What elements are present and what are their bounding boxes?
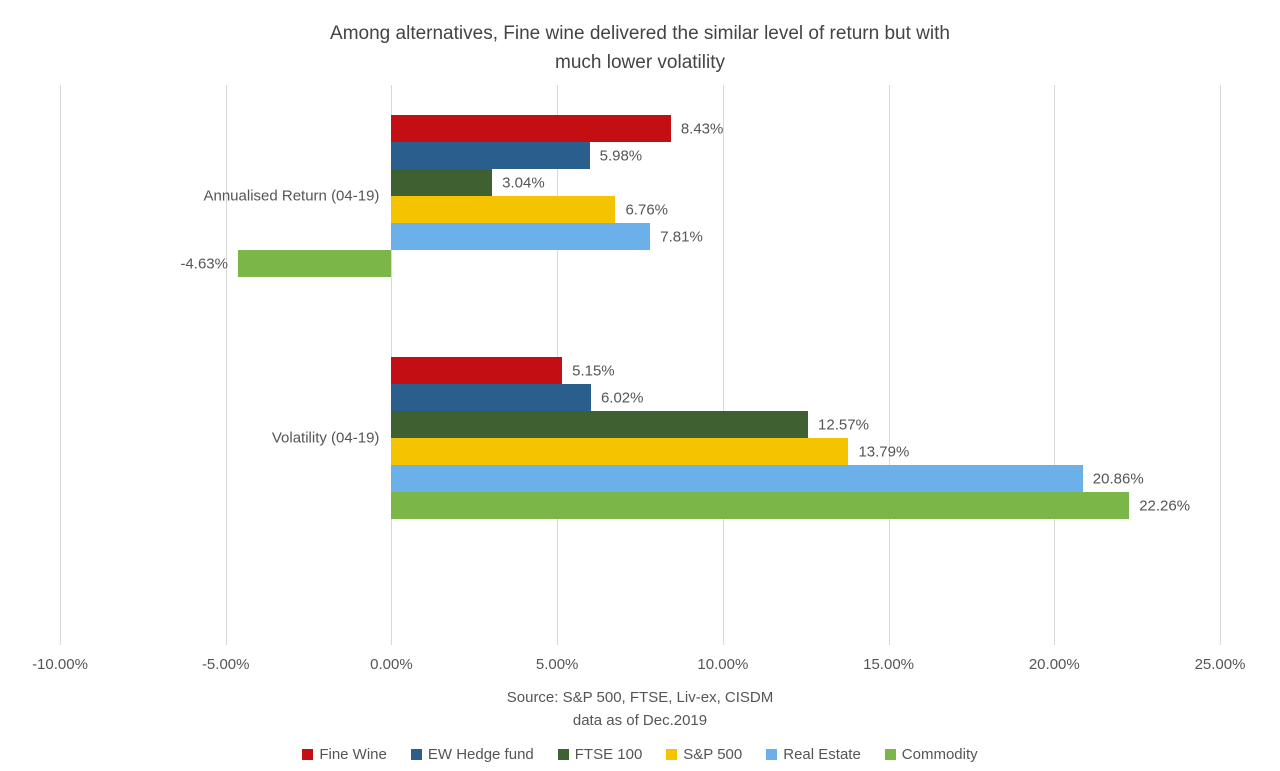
source-text: Source: S&P 500, FTSE, Liv-ex, CISDM dat… <box>40 687 1240 732</box>
bar-value-label: 12.57% <box>818 416 869 433</box>
legend-swatch <box>411 749 422 760</box>
bar-value-label: 22.26% <box>1139 497 1190 514</box>
gridline <box>226 85 227 645</box>
x-axis-tick-label: 10.00% <box>697 656 748 673</box>
legend-swatch <box>766 749 777 760</box>
legend-item: FTSE 100 <box>558 746 643 763</box>
legend: Fine Wine EW Hedge fund FTSE 100 S&P 500 Rea… <box>40 746 1240 764</box>
gridline <box>60 85 61 645</box>
source-line-1: Source: S&P 500, FTSE, Liv-ex, CISDM <box>507 689 773 706</box>
y-axis-category-label: Volatility (04-19) <box>272 430 392 447</box>
x-axis-tick-label: 25.00% <box>1195 656 1246 673</box>
bar-value-label: 5.98% <box>600 147 643 164</box>
legend-item: S&P 500 <box>666 746 742 763</box>
chart-container: Among alternatives, Fine wine delivered … <box>0 0 1280 771</box>
bar <box>391 142 589 169</box>
x-axis-tick-label: 15.00% <box>863 656 914 673</box>
bar <box>391 223 650 250</box>
legend-item: Real Estate <box>766 746 861 763</box>
y-axis-category-label: Annualised Return (04-19) <box>203 188 391 205</box>
legend-label: EW Hedge fund <box>428 746 534 763</box>
bar-value-label: 7.81% <box>660 228 703 245</box>
legend-label: Real Estate <box>783 746 861 763</box>
bar <box>391 465 1082 492</box>
bar <box>391 169 492 196</box>
bar <box>391 411 808 438</box>
bar <box>391 357 562 384</box>
bar-value-label: 13.79% <box>858 443 909 460</box>
bar <box>391 196 615 223</box>
chart-title: Among alternatives, Fine wine delivered … <box>40 20 1240 77</box>
x-axis-tick-label: 5.00% <box>536 656 579 673</box>
gridline <box>889 85 890 645</box>
bar-value-label: 5.15% <box>572 362 615 379</box>
title-line-2: much lower volatility <box>555 52 725 73</box>
legend-label: Fine Wine <box>319 746 387 763</box>
source-line-2: data as of Dec.2019 <box>573 712 707 729</box>
bar-value-label: 6.76% <box>625 201 668 218</box>
legend-item: Commodity <box>885 746 978 763</box>
bar <box>391 115 670 142</box>
bar <box>391 492 1129 519</box>
legend-label: FTSE 100 <box>575 746 643 763</box>
gridline <box>1054 85 1055 645</box>
gridline <box>1220 85 1221 645</box>
gridline <box>723 85 724 645</box>
legend-item: EW Hedge fund <box>411 746 534 763</box>
x-axis-tick-label: 20.00% <box>1029 656 1080 673</box>
bar-value-label: 20.86% <box>1093 470 1144 487</box>
plot-area: -10.00%-5.00%0.00%5.00%10.00%15.00%20.00… <box>60 85 1220 645</box>
bar <box>238 250 391 277</box>
bar <box>391 438 848 465</box>
legend-item: Fine Wine <box>302 746 387 763</box>
bar-value-label: 6.02% <box>601 389 644 406</box>
bar <box>391 384 591 411</box>
legend-label: S&P 500 <box>683 746 742 763</box>
x-axis-tick-label: -10.00% <box>32 656 88 673</box>
legend-swatch <box>885 749 896 760</box>
bar-value-label: 3.04% <box>502 174 545 191</box>
legend-swatch <box>302 749 313 760</box>
title-line-1: Among alternatives, Fine wine delivered … <box>330 23 950 44</box>
legend-swatch <box>558 749 569 760</box>
x-axis-tick-label: -5.00% <box>202 656 250 673</box>
bar-value-label: 8.43% <box>681 120 724 137</box>
x-axis-tick-label: 0.00% <box>370 656 413 673</box>
bar-value-label: -4.63% <box>180 255 228 272</box>
legend-label: Commodity <box>902 746 978 763</box>
legend-swatch <box>666 749 677 760</box>
